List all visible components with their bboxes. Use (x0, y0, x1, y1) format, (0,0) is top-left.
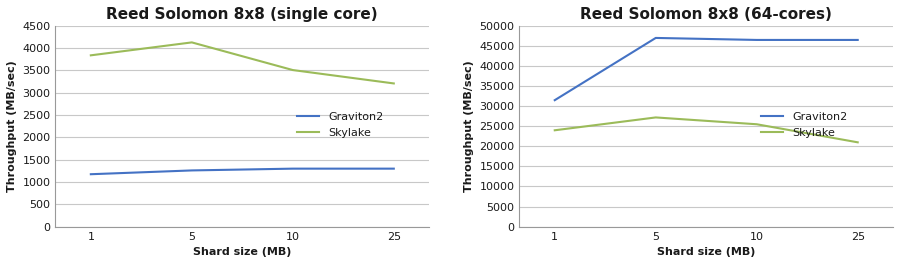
Y-axis label: Throughput (MB/sec): Throughput (MB/sec) (464, 60, 474, 192)
Skylake (287, 68, 298, 72)
Line: Skylake: Skylake (554, 117, 858, 142)
X-axis label: Shard size (MB): Shard size (MB) (194, 247, 292, 257)
Y-axis label: Throughput (MB/sec): Throughput (MB/sec) (7, 60, 17, 192)
Title: Reed Solomon 8x8 (single core): Reed Solomon 8x8 (single core) (106, 7, 378, 22)
Skylake (752, 123, 762, 126)
Graviton2 (86, 173, 96, 176)
Graviton2 (389, 167, 400, 170)
X-axis label: Shard size (MB): Shard size (MB) (657, 247, 755, 257)
Legend: Graviton2, Skylake: Graviton2, Skylake (292, 108, 388, 142)
Skylake (549, 129, 560, 132)
Line: Graviton2: Graviton2 (554, 38, 858, 100)
Graviton2 (287, 167, 298, 170)
Graviton2 (852, 38, 863, 41)
Line: Skylake: Skylake (91, 43, 394, 83)
Skylake (186, 41, 197, 44)
Line: Graviton2: Graviton2 (91, 169, 394, 174)
Graviton2 (752, 38, 762, 41)
Title: Reed Solomon 8x8 (64-cores): Reed Solomon 8x8 (64-cores) (580, 7, 832, 22)
Skylake (86, 54, 96, 57)
Graviton2 (549, 98, 560, 102)
Graviton2 (186, 169, 197, 172)
Graviton2 (651, 36, 661, 40)
Skylake (651, 116, 661, 119)
Legend: Graviton2, Skylake: Graviton2, Skylake (757, 108, 852, 142)
Skylake (852, 141, 863, 144)
Skylake (389, 82, 400, 85)
